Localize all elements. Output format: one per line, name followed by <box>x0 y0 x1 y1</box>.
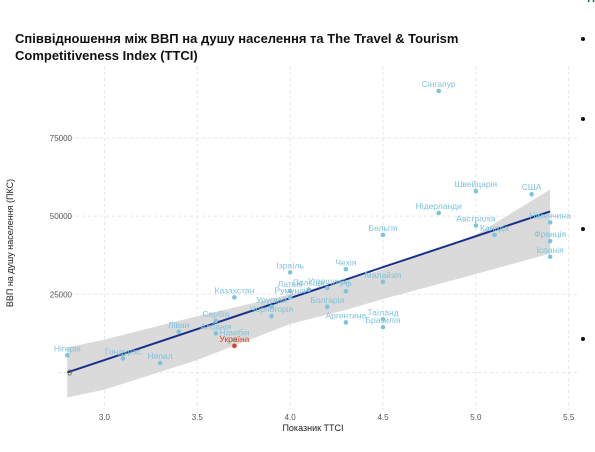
data-point <box>269 313 274 319</box>
confidence-band-area <box>67 189 551 398</box>
data-point-label: США <box>522 182 542 192</box>
data-points <box>64 88 553 366</box>
data-point <box>232 295 237 300</box>
data-point-label: Швейцарія <box>455 179 498 189</box>
data-point-label: Бразилія <box>365 315 400 325</box>
data-point-label: Україна <box>219 334 249 344</box>
bullet-marker <box>581 227 585 231</box>
x-tick-label: 5.5 <box>563 413 575 422</box>
data-point-label: Латвія <box>278 279 303 289</box>
y-tick-label: 50000 <box>50 212 73 221</box>
data-point <box>547 254 553 260</box>
data-point-label: Непал <box>148 351 173 361</box>
data-point-label: Іспанія <box>537 245 565 255</box>
data-point <box>343 320 349 325</box>
data-point <box>436 88 442 94</box>
data-point <box>343 266 349 272</box>
data-point <box>547 220 553 225</box>
data-point-label: Ліван <box>168 320 190 330</box>
data-point <box>324 304 330 310</box>
x-tick-label: 4.0 <box>285 413 297 422</box>
x-tick-label: 3.5 <box>192 413 204 422</box>
data-point <box>269 304 274 310</box>
data-point-label: Малайзія <box>365 270 402 280</box>
data-point-label: Болгарія <box>310 295 344 305</box>
data-point-label: Албанія <box>200 321 232 331</box>
regression-line <box>66 210 551 374</box>
data-point <box>529 191 534 197</box>
data-point-label: Чорногорія <box>250 304 294 314</box>
data-point-label: Уругвай <box>256 295 287 305</box>
data-point <box>232 343 237 349</box>
data-point <box>380 324 386 330</box>
data-point-label: Бельгія <box>368 223 397 233</box>
data-point-label: Австралія <box>456 213 496 223</box>
chart-title: Співвідношення між ВВП на душу населення… <box>15 31 459 63</box>
data-point-label: Таїланд <box>367 307 398 317</box>
data-point-label: Ізраїль <box>276 260 304 270</box>
bullet-marker <box>581 37 585 41</box>
bullet-marker <box>581 337 585 341</box>
data-point-label: Нідерланди <box>416 201 462 211</box>
data-point <box>213 318 219 324</box>
data-point <box>287 295 293 300</box>
data-point <box>473 223 479 228</box>
data-point-label: Чехія <box>335 257 356 267</box>
confidence-band <box>67 189 551 398</box>
data-point <box>324 285 330 291</box>
data-point-label: Намібія <box>219 328 249 338</box>
x-tick-label: 4.5 <box>377 413 389 422</box>
data-point <box>473 188 479 194</box>
y-tick-label: 25000 <box>50 290 73 299</box>
data-point <box>120 356 126 361</box>
data-point-label: Угорщина <box>308 276 347 286</box>
data-point <box>380 279 386 285</box>
data-point <box>492 232 497 238</box>
data-point <box>157 360 163 366</box>
corner-mark: П <box>587 0 595 5</box>
data-point-label: Франція <box>534 229 566 239</box>
data-point <box>232 337 237 342</box>
data-point-label: Сінгапур <box>422 79 456 89</box>
data-point-label: Казахстан <box>215 285 255 295</box>
data-point <box>176 329 182 335</box>
y-tick-label: 75000 <box>50 134 73 143</box>
x-axis-title: Показник TTCI <box>282 423 343 433</box>
bullet-marker <box>581 117 585 121</box>
data-point <box>287 270 293 275</box>
data-point-label: РФ <box>340 279 352 289</box>
data-point-label: Польща <box>293 278 325 288</box>
data-point <box>436 210 442 216</box>
regression-line-group <box>66 210 551 374</box>
data-point <box>547 238 553 244</box>
data-point-label: Сербія <box>202 309 229 319</box>
x-tick-labels: 3.0 3.5 4.0 4.5 5.0 5.5 <box>99 413 575 422</box>
data-point <box>64 352 70 358</box>
data-point-label: Німеччина <box>529 210 571 220</box>
data-point <box>213 331 219 336</box>
data-point-label: Румунія <box>275 285 307 295</box>
y-tick-labels: 0 25000 50000 75000 <box>50 134 73 378</box>
data-point-label: Гондурас <box>105 346 142 356</box>
data-point-label: Канада <box>480 223 509 233</box>
data-point <box>306 287 312 292</box>
data-point <box>380 232 386 238</box>
x-tick-label: 3.0 <box>99 413 111 422</box>
data-point-label: Аргентина <box>325 310 366 320</box>
data-point-label: Нігерія <box>54 343 81 353</box>
x-tick-label: 5.0 <box>470 413 482 422</box>
data-point <box>343 288 349 294</box>
y-tick-label: 0 <box>68 368 73 377</box>
data-point <box>287 288 293 294</box>
y-axis-title: ВВП на душу населення (ПКС) <box>5 179 15 307</box>
data-point <box>380 317 386 322</box>
point-labels: Сінгапур Швейцарія США Нідерланди Німеччина А… <box>54 79 571 361</box>
